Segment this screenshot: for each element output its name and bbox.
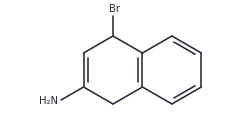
Text: H₂N: H₂N [39,96,58,106]
Text: Br: Br [109,4,120,15]
